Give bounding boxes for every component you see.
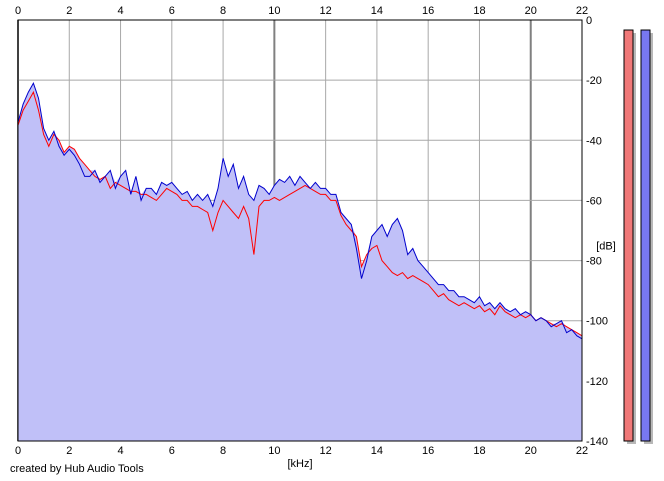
- y-tick-label: -60: [586, 195, 602, 207]
- x-tick-label-bottom: 8: [220, 445, 226, 457]
- series-line-red: [17, 90, 583, 337]
- y-tick-label: -20: [586, 75, 602, 87]
- series-lines: [17, 81, 583, 340]
- x-tick-label-top: 14: [371, 5, 383, 17]
- x-tick-label-top: 18: [473, 5, 485, 17]
- plot-frame: [17, 19, 583, 442]
- x-tick-label-bottom: 4: [117, 445, 123, 457]
- x-tick-label-bottom: 18: [473, 445, 485, 457]
- spectrum-area: [18, 83, 582, 441]
- y-tick-label: -120: [586, 376, 608, 388]
- x-tick-label-top: 0: [15, 5, 21, 17]
- x-tick-label-bottom: 6: [169, 445, 175, 457]
- y-tick-label: -140: [586, 436, 608, 448]
- y-tick-label: -80: [586, 256, 602, 268]
- x-tick-label-bottom: 20: [525, 445, 537, 457]
- x-tick-label-top: 6: [169, 5, 175, 17]
- y-tick-label: -100: [586, 316, 608, 328]
- x-tick-label-top: 4: [117, 5, 123, 17]
- x-tick-label-top: 20: [525, 5, 537, 17]
- level-meter-right: [640, 29, 651, 442]
- x-tick-label-bottom: 12: [320, 445, 332, 457]
- y-tick-label: -40: [586, 135, 602, 147]
- x-tick-label-bottom: 2: [66, 445, 72, 457]
- x-tick-label-top: 22: [576, 5, 588, 17]
- credit-text: created by Hub Audio Tools: [10, 463, 144, 475]
- x-tick-label-bottom: 22: [576, 445, 588, 457]
- x-tick-label-bottom: 16: [422, 445, 434, 457]
- spectrum-fill: [18, 83, 582, 441]
- x-tick-label-top: 12: [320, 5, 332, 17]
- x-tick-label-top: 8: [220, 5, 226, 17]
- x-tick-label-bottom: 10: [268, 445, 280, 457]
- x-tick-label-top: 2: [66, 5, 72, 17]
- x-tick-label-bottom: 0: [15, 445, 21, 457]
- y-tick-labels: 0 -20 -40 -60 -80 -100 -120 -140: [586, 15, 608, 448]
- x-tick-label-top: 10: [268, 5, 280, 17]
- x-axis-label: [kHz]: [287, 458, 312, 470]
- series-line-blue: [17, 81, 583, 340]
- x-tick-label-bottom: 14: [371, 445, 383, 457]
- y-tick-label: 0: [586, 15, 592, 27]
- y-axis-label: [dB]: [596, 241, 616, 253]
- level-meter-left: [623, 29, 634, 442]
- x-tick-label-top: 16: [422, 5, 434, 17]
- level-meters: [623, 29, 653, 445]
